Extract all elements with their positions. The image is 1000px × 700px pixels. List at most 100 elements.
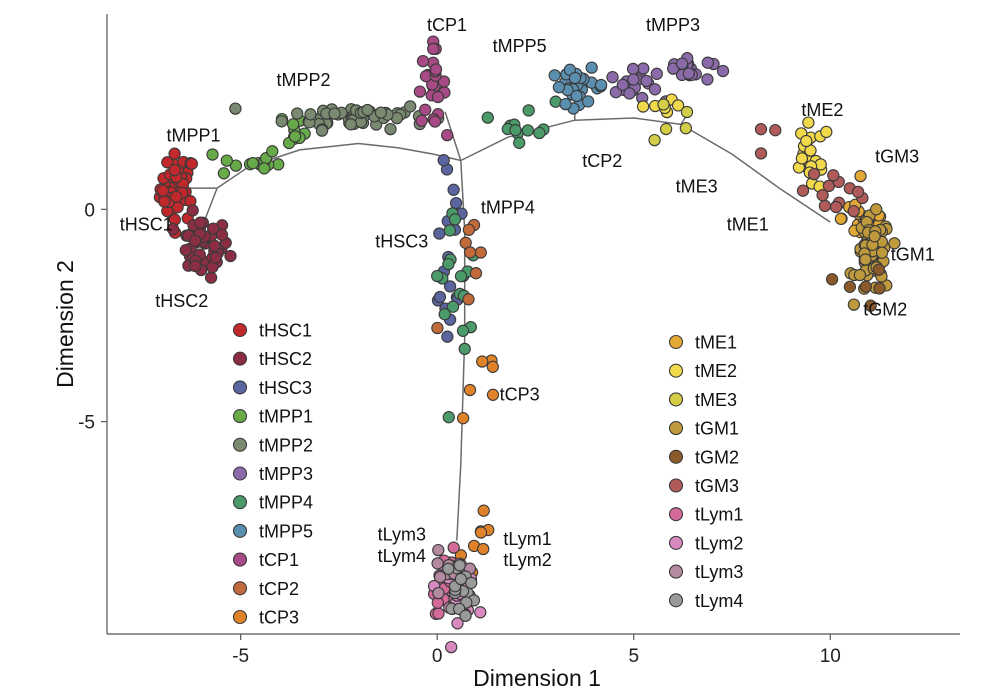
series-tmpp4 xyxy=(431,95,562,424)
point-tcp3 xyxy=(486,388,500,401)
point-tme2 xyxy=(671,99,685,112)
point-thsc2 xyxy=(166,222,180,236)
point-tme3 xyxy=(680,105,694,119)
point-tcp1 xyxy=(415,114,428,127)
cluster-labels: tCP1 tMPP5 tMPP3 tMPP2 tMPP1 tHSC1 tHSC2 tHSC3 t… xyxy=(120,15,935,570)
legend-item-tcp2: tCP2 xyxy=(232,579,299,599)
legend-label: tME1 xyxy=(695,333,737,353)
point-tmpp3 xyxy=(627,73,640,86)
legend-label: tHSC2 xyxy=(259,349,312,369)
point-tmpp1 xyxy=(206,148,219,161)
point-tlym1 xyxy=(432,607,445,620)
legend-swatch xyxy=(232,437,248,452)
point-thsc3 xyxy=(449,196,463,210)
point-tlym3 xyxy=(433,570,447,584)
point-thsc3 xyxy=(447,183,460,196)
cluster-label-tme2: tME2 xyxy=(801,100,843,120)
point-tmpp4 xyxy=(458,342,471,356)
series-tmpp1 xyxy=(206,112,311,180)
point-tgm2 xyxy=(843,280,857,293)
point-tmpp5 xyxy=(559,97,572,111)
point-tlym4 xyxy=(454,572,468,586)
point-tmpp4 xyxy=(454,270,468,283)
point-tmpp4 xyxy=(442,411,455,424)
legend-swatch xyxy=(668,535,684,550)
legend-item-tme1: tME1 xyxy=(668,333,737,353)
point-tgm3 xyxy=(818,199,832,213)
point-tmpp5 xyxy=(568,71,582,85)
point-tlym3 xyxy=(432,586,445,600)
series-tmpp3 xyxy=(606,52,730,108)
point-tgm3 xyxy=(847,204,860,218)
legend-label: tGM3 xyxy=(695,476,739,496)
point-tlym3 xyxy=(432,543,445,557)
series-tcp2 xyxy=(431,218,487,335)
point-tmpp2 xyxy=(374,106,388,119)
point-thsc2 xyxy=(204,271,218,284)
point-tcp1 xyxy=(441,128,454,142)
point-tcp3 xyxy=(477,542,490,556)
point-tgm1 xyxy=(847,298,861,311)
point-tcp1 xyxy=(428,115,442,128)
point-thsc1 xyxy=(185,157,199,170)
legend-label: tMPP4 xyxy=(259,493,313,513)
point-tlym4 xyxy=(459,609,472,622)
point-tmpp3 xyxy=(626,62,640,76)
point-tgm3 xyxy=(827,169,840,182)
legend-item-thsc3: tHSC3 xyxy=(232,378,312,398)
legend-swatch xyxy=(668,593,684,608)
point-tmpp4 xyxy=(456,324,470,337)
point-tgm1 xyxy=(870,203,883,216)
legend-item-tmpp4: tMPP4 xyxy=(232,493,313,513)
point-thsc1 xyxy=(168,163,181,177)
legend-label: tHSC3 xyxy=(259,378,312,398)
legend-swatch xyxy=(232,466,248,481)
legend-swatch xyxy=(232,380,248,395)
point-tgm1 xyxy=(888,237,901,250)
point-tgm3 xyxy=(816,189,829,202)
cluster-label-tme1: tME1 xyxy=(727,215,769,235)
point-thsc2 xyxy=(189,259,202,273)
axes xyxy=(106,14,960,635)
legend-swatch xyxy=(668,334,684,350)
y-tick-label: 0 xyxy=(84,200,95,221)
point-tme1 xyxy=(854,169,867,183)
cluster-label-tcp2: tCP2 xyxy=(582,151,622,171)
point-tmpp1 xyxy=(220,154,233,167)
legend-item-thsc1: tHSC1 xyxy=(232,321,312,341)
y-axis-title: Dimension 2 xyxy=(52,260,78,388)
point-tmpp3 xyxy=(640,74,653,88)
legend-item-tgm3: tGM3 xyxy=(668,476,739,496)
series-tmpp2 xyxy=(229,100,445,137)
point-tgm3 xyxy=(796,184,810,197)
point-tmpp3 xyxy=(616,78,629,92)
legend-label: tME2 xyxy=(695,361,737,381)
point-tcp1 xyxy=(413,85,427,98)
legend-swatch xyxy=(232,495,248,510)
point-tcp1 xyxy=(437,75,451,88)
legend-item-tlym1: tLym1 xyxy=(668,505,743,525)
point-tmpp3 xyxy=(650,67,663,80)
point-tcp2 xyxy=(462,293,475,306)
legend-label: tME3 xyxy=(695,390,737,410)
point-tmpp4 xyxy=(442,257,455,271)
legend-label: tLym1 xyxy=(695,505,743,525)
y-tick-label: -5 xyxy=(78,413,95,434)
legend-label: tHSC1 xyxy=(259,321,312,341)
point-tmpp5 xyxy=(581,95,595,108)
point-tmpp2 xyxy=(328,107,341,120)
legend-swatch xyxy=(668,449,684,464)
point-tmpp5 xyxy=(548,69,561,82)
point-tlym4 xyxy=(465,576,478,590)
legend-item-tgm1: tGM1 xyxy=(668,419,739,439)
point-thsc1 xyxy=(168,147,181,160)
cluster-label-tcp3: tCP3 xyxy=(500,384,540,404)
point-tmpp1 xyxy=(258,162,271,175)
legend-swatch xyxy=(668,564,684,579)
point-tgm3 xyxy=(851,185,865,199)
ticks: -5 0 5 10 -5 0 xyxy=(78,200,841,667)
series-tlym4 xyxy=(442,559,481,622)
point-tmpp4 xyxy=(448,213,462,226)
point-tgm1 xyxy=(875,246,889,259)
series-tcp3 xyxy=(454,354,500,579)
